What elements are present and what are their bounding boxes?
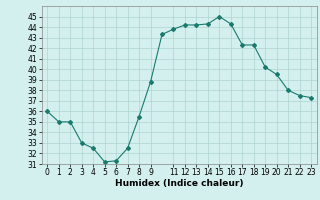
- X-axis label: Humidex (Indice chaleur): Humidex (Indice chaleur): [115, 179, 244, 188]
